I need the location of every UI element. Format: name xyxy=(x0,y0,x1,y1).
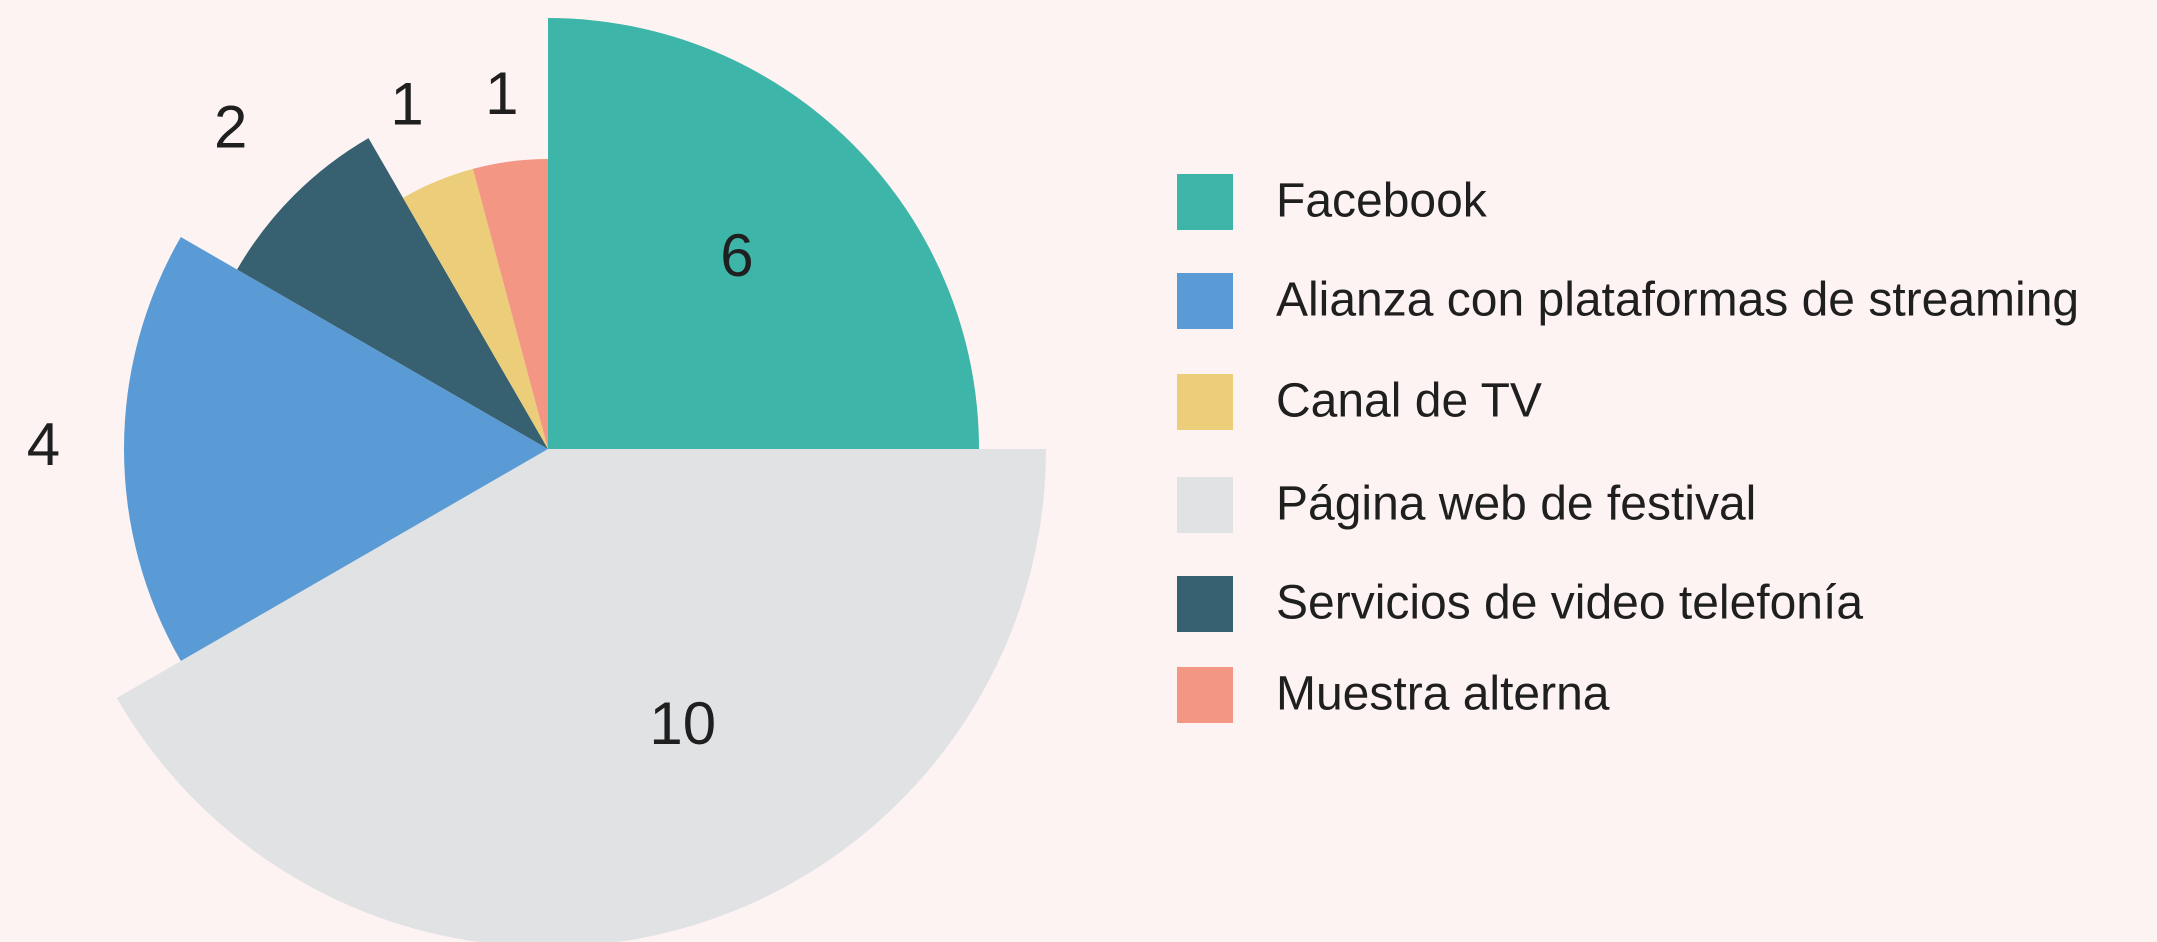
legend-label: Alianza con plataformas de streaming xyxy=(1276,274,2079,327)
legend-swatch xyxy=(1177,374,1233,430)
pie-slice xyxy=(403,168,548,449)
pie-slice xyxy=(116,449,1046,942)
data-label: 1 xyxy=(485,60,518,127)
legend-label: Servicios de video telefonía xyxy=(1276,577,1863,630)
legend-swatch xyxy=(1177,174,1233,230)
legend-swatch xyxy=(1177,273,1233,329)
legend-swatch xyxy=(1177,576,1233,632)
data-label: 6 xyxy=(720,222,753,289)
data-label: 4 xyxy=(27,411,60,478)
legend-label: Canal de TV xyxy=(1276,375,1542,428)
data-label: 1 xyxy=(390,71,423,138)
legend-swatch xyxy=(1177,667,1233,723)
legend-label: Muestra alterna xyxy=(1276,668,1610,721)
legend-swatch xyxy=(1177,477,1233,533)
legend-label: Página web de festival xyxy=(1276,478,1756,531)
data-label: 10 xyxy=(649,690,716,757)
pie-slice xyxy=(237,138,549,450)
pie-slice xyxy=(472,159,548,449)
data-label: 2 xyxy=(214,94,247,161)
legend-label: Facebook xyxy=(1276,175,1488,228)
pie-slice xyxy=(548,18,979,449)
pie-slice xyxy=(123,237,548,661)
